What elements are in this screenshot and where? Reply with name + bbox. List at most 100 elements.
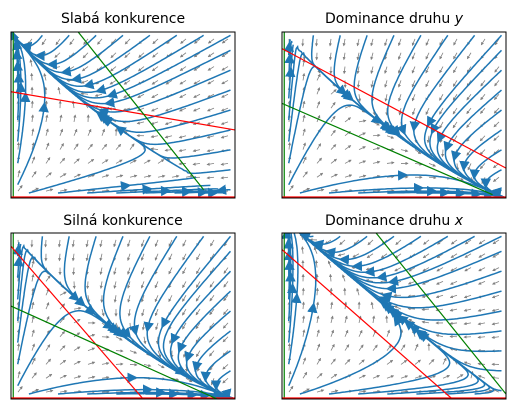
- quiver-arrow: [209, 336, 215, 343]
- streamlines: [283, 34, 506, 198]
- quiver-arrow: [99, 267, 103, 276]
- streamline-arrow: [426, 115, 437, 128]
- quiver-arrow: [94, 93, 103, 97]
- quiver-arrow: [73, 375, 82, 379]
- panel-strong-competition: Silná konkurence: [10, 213, 236, 400]
- quiver-arrow: [384, 94, 388, 102]
- quiver-arrow: [155, 322, 159, 331]
- quiver-arrow: [426, 135, 430, 144]
- streamline-arrow: [380, 291, 393, 302]
- quiver-arrow: [442, 375, 451, 379]
- quiver-arrow: [209, 308, 215, 316]
- quiver-arrow: [386, 135, 395, 139]
- quiver-arrow: [301, 315, 306, 323]
- quiver-arrow: [179, 80, 187, 85]
- streamline-arrow: [161, 316, 171, 329]
- quiver-arrow: [439, 94, 444, 101]
- quiver-arrow: [168, 239, 173, 247]
- quiver-arrow: [223, 281, 229, 288]
- quiver-arrow: [372, 375, 381, 379]
- quiver-arrow: [372, 133, 381, 137]
- quiver-arrow: [386, 175, 395, 179]
- panel-title: Slabá konkurence: [61, 11, 185, 27]
- quiver-arrow: [150, 121, 159, 125]
- quiver-arrow: [45, 373, 53, 379]
- quiver-arrow: [87, 143, 93, 150]
- quiver-arrow: [314, 38, 319, 47]
- quiver-arrow: [436, 281, 444, 285]
- quiver-arrow: [330, 144, 337, 150]
- quiver-arrow: [154, 308, 159, 317]
- quiver-arrow: [316, 372, 323, 379]
- streamline-arrow: [312, 239, 325, 250]
- quiver-arrow: [17, 184, 23, 192]
- quiver-arrow: [358, 389, 367, 394]
- quiver-arrow: [463, 361, 472, 365]
- quiver-arrow: [400, 149, 409, 153]
- quiver-arrow: [129, 350, 138, 354]
- quiver-arrow: [127, 253, 131, 262]
- quiver-arrow: [140, 267, 145, 275]
- quiver-arrow: [209, 350, 215, 357]
- quiver-arrow: [151, 93, 159, 98]
- quiver-arrow: [164, 135, 173, 139]
- streamline: [299, 233, 451, 395]
- nullcline-red: [282, 249, 453, 399]
- quiver-arrow: [179, 66, 187, 71]
- quiver-arrow: [73, 143, 79, 150]
- quiver-arrow: [195, 336, 201, 344]
- quiver-arrow: [423, 239, 430, 245]
- quiver-arrow: [358, 132, 366, 137]
- quiver-arrow: [288, 185, 294, 192]
- quiver-arrow: [491, 281, 500, 285]
- quiver-arrow: [411, 52, 416, 60]
- axis-lines: [11, 32, 235, 198]
- quiver-arrow: [407, 294, 416, 298]
- quiver-arrow: [456, 374, 464, 379]
- quiver-arrow: [44, 100, 48, 109]
- quiver-arrow: [477, 375, 486, 379]
- quiver-arrow: [55, 38, 61, 46]
- quiver-arrow: [31, 287, 35, 296]
- quiver-arrow: [386, 344, 392, 351]
- quiver-arrow: [330, 129, 336, 136]
- streamline-arrow: [451, 150, 462, 162]
- quiver-arrow: [353, 239, 360, 246]
- quiver-arrow: [414, 162, 423, 166]
- quiver-arrow: [165, 80, 173, 85]
- quiver-arrow: [425, 107, 430, 116]
- quiver-arrow: [220, 135, 229, 139]
- quiver-arrow: [59, 374, 67, 379]
- quiver-arrow: [31, 329, 35, 337]
- panel-title: Dominance druhu y: [325, 11, 464, 27]
- quiver-arrow: [45, 128, 49, 136]
- quiver-arrow: [97, 38, 103, 45]
- quiver-arrow: [81, 66, 89, 72]
- quiver-arrow: [365, 279, 374, 283]
- quiver-arrow: [452, 107, 458, 115]
- quiver-arrow: [73, 173, 81, 178]
- quiver-arrow: [302, 371, 308, 379]
- quiver-arrow: [115, 143, 122, 150]
- quiver-arrow: [195, 308, 201, 316]
- quiver-arrow: [365, 267, 374, 271]
- plot-frame: [10, 232, 236, 400]
- quiver-arrow: [357, 94, 362, 102]
- quiver-arrow: [344, 344, 350, 351]
- quiver-arrow: [372, 389, 381, 394]
- quiver-arrow: [466, 107, 472, 115]
- quiver-arrow: [123, 80, 131, 85]
- streamline-arrow: [83, 78, 95, 90]
- quiver-arrow: [185, 174, 194, 178]
- quiver-arrow: [128, 322, 132, 331]
- quiver-arrow: [31, 142, 35, 150]
- quiver-arrow: [72, 267, 76, 276]
- quiver-arrow: [302, 100, 306, 109]
- quiver-field: [11, 34, 229, 194]
- quiver-arrow: [154, 281, 159, 289]
- quiver-arrow: [54, 52, 61, 58]
- quiver-arrow: [428, 390, 437, 394]
- quiver-arrow: [456, 176, 464, 181]
- quiver-arrow: [439, 121, 444, 129]
- quiver-arrow: [80, 80, 89, 84]
